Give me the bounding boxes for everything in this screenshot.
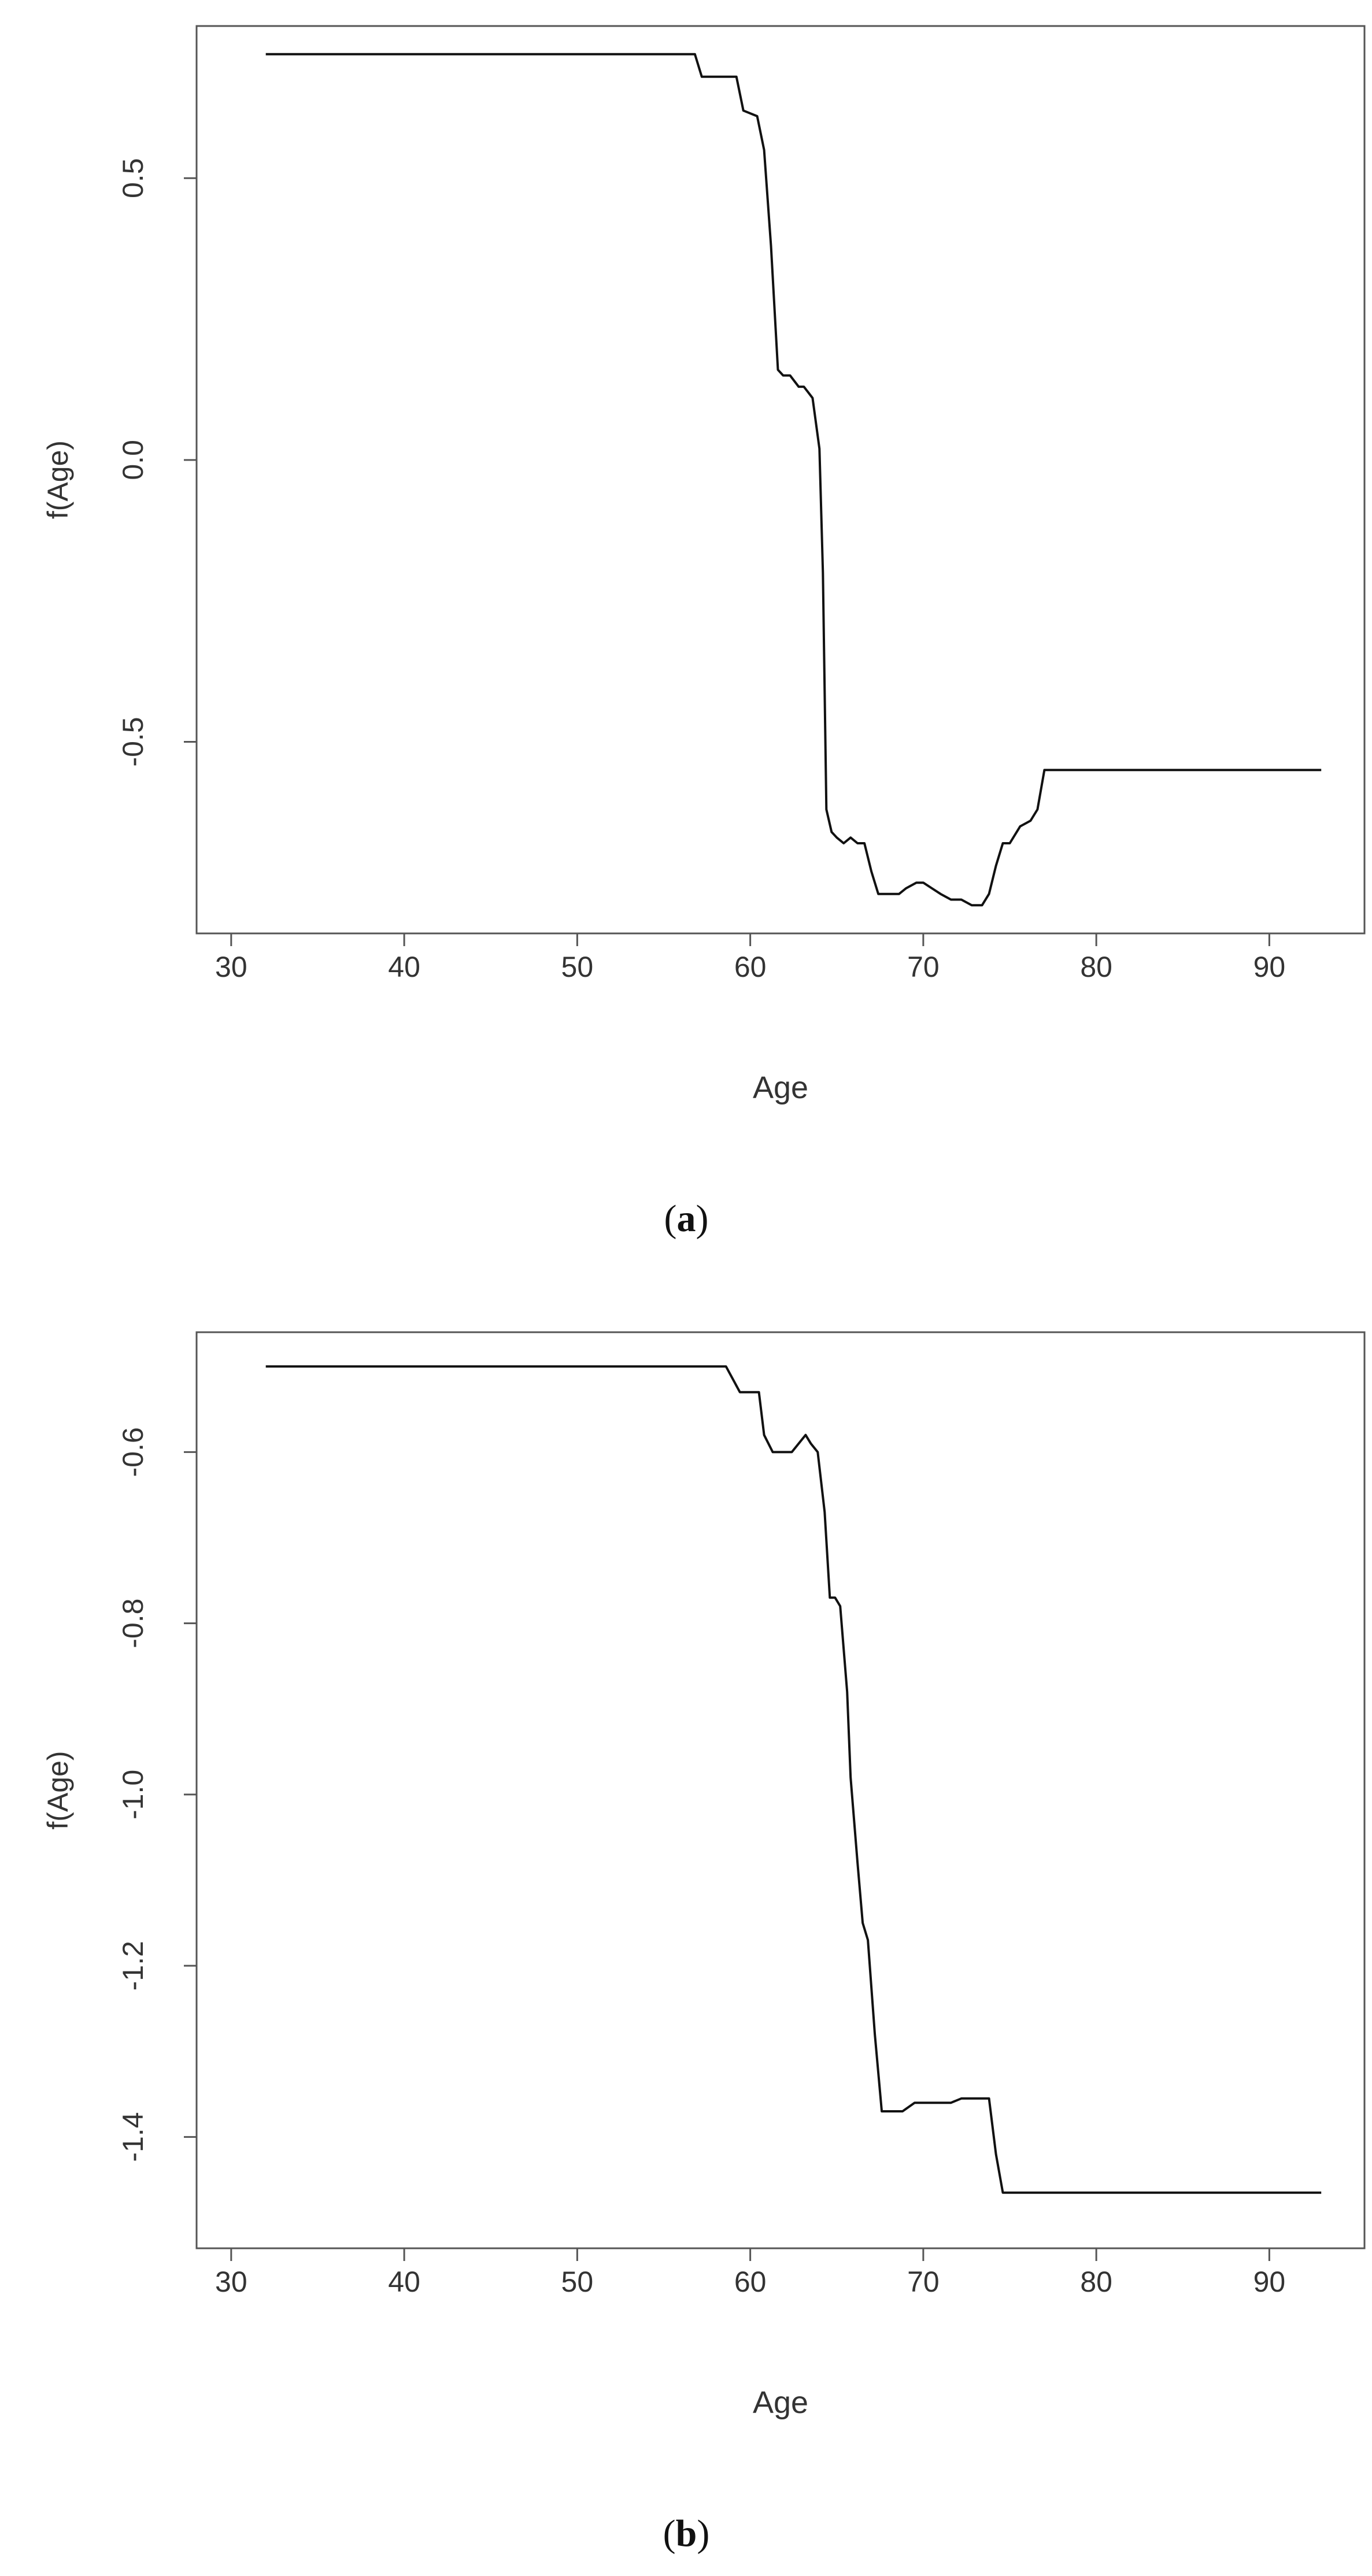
x-axis-label: Age — [753, 1070, 808, 1105]
plot-frame — [195, 25, 1366, 935]
x-tick-label: 80 — [1080, 951, 1112, 983]
caption-letter: a — [677, 1198, 696, 1240]
x-tick-label: 40 — [388, 951, 420, 983]
y-tick-label: 0.5 — [117, 158, 149, 199]
caption-paren-close: ) — [696, 1198, 709, 1240]
caption-paren-open: ( — [663, 2512, 676, 2555]
y-tick-label: -1.0 — [117, 1770, 149, 1819]
y-tick-label: -1.4 — [117, 2112, 149, 2162]
x-tick-label: 70 — [907, 2266, 940, 2298]
x-tick-label: 40 — [388, 2266, 420, 2298]
x-tick-label: 70 — [907, 951, 940, 983]
caption-letter: b — [676, 2512, 697, 2555]
x-tick-label: 90 — [1253, 951, 1286, 983]
y-tick-label: 0.0 — [117, 440, 149, 480]
panel-caption: (a) — [664, 1198, 709, 1240]
x-tick-label: 30 — [215, 951, 247, 983]
y-tick-label: -0.5 — [117, 717, 149, 766]
y-tick-label: -1.2 — [117, 1941, 149, 1991]
plot-frame — [195, 1331, 1366, 2249]
panel-caption: (b) — [663, 2512, 710, 2555]
x-tick-label: 50 — [561, 951, 594, 983]
x-axis-label: Age — [753, 2385, 808, 2420]
series-line — [265, 1365, 1322, 2194]
x-tick-label: 60 — [734, 951, 767, 983]
x-tick-label: 60 — [734, 2266, 767, 2298]
caption-paren-close: ) — [697, 2512, 709, 2555]
x-tick-label: 50 — [561, 2266, 594, 2298]
x-tick-label: 90 — [1253, 2266, 1286, 2298]
y-axis-label: f(Age) — [42, 440, 74, 519]
x-tick-label: 30 — [215, 2266, 247, 2298]
x-tick-label: 80 — [1080, 2266, 1112, 2298]
chart-a: 30 40 50 60 70 80 90 0.5 0.0 -0.5 Age f(Age) (a) — [42, 25, 1366, 1240]
chart-b: 30 40 50 60 70 80 90 -0.6 -0.8 -1.0 -1.2 -1.4 Age f(A… — [42, 1331, 1366, 2555]
y-tick-label: -0.6 — [117, 1427, 149, 1477]
caption-paren-open: ( — [664, 1198, 677, 1240]
y-axis-label: f(Age) — [42, 1751, 74, 1829]
y-tick-label: -0.8 — [117, 1599, 149, 1648]
series-line — [265, 53, 1322, 907]
